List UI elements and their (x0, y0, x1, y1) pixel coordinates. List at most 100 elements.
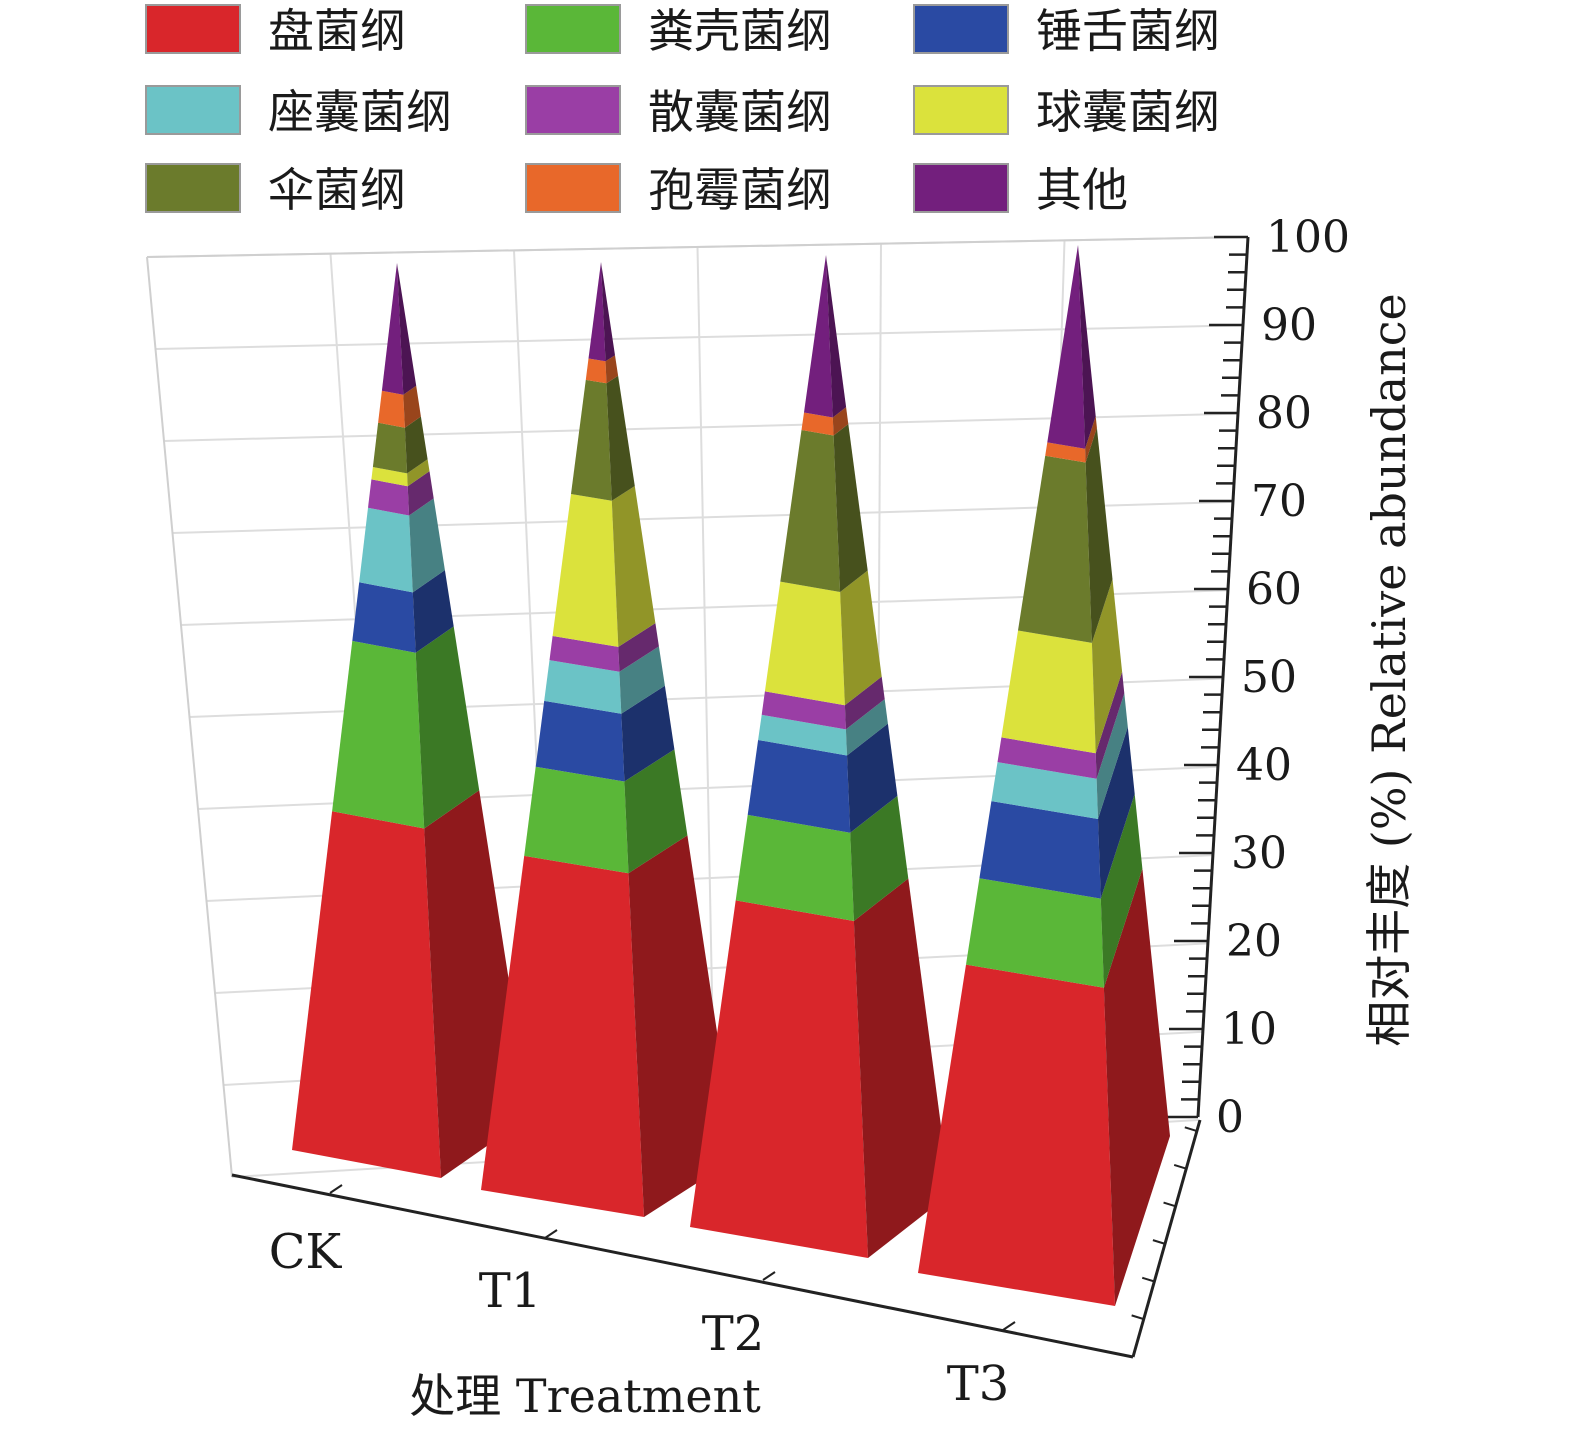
y-tick-label: 70 (1251, 476, 1307, 527)
pyramid-side-T2-5 (840, 570, 882, 706)
pyramid-side-T1-7 (605, 355, 619, 384)
pyramid-front-T1-5 (552, 494, 619, 647)
y-tick-label: 30 (1231, 828, 1287, 879)
pyramid-side-T2-7 (832, 407, 849, 436)
legend-swatch (525, 85, 621, 135)
pyramid-front-T1-4 (549, 636, 620, 672)
pyramid-front-T2-4 (761, 691, 846, 730)
depth-tick (1163, 1201, 1177, 1208)
pyramid-side-T3-3 (1096, 693, 1128, 819)
pyramid-side-T3-1 (1100, 793, 1143, 988)
legend-swatch (145, 85, 241, 135)
pyramid-side-T1-1 (624, 749, 688, 874)
pyramid-front-T2-3 (758, 714, 847, 756)
wall-top-edge (146, 236, 1249, 258)
pyramid-front-T1-1 (524, 766, 629, 874)
depth-tick (1131, 1314, 1145, 1321)
pyramid-front-T2-5 (764, 581, 845, 706)
legend-swatch (145, 163, 241, 213)
pyramid-front-T3-4 (997, 737, 1097, 779)
pyramid-front-T2-2 (747, 740, 851, 833)
depth-tick (1173, 1163, 1188, 1170)
x-axis-title: 处理 Treatment (409, 1369, 761, 1423)
depth-axis-line (1131, 1119, 1202, 1358)
depth-tick (1184, 1126, 1199, 1133)
depth-tick (1152, 1239, 1167, 1246)
pyramid-side-CK-3 (409, 498, 445, 593)
legend-label: 孢霉菌纲 (648, 163, 832, 217)
pyramid-side-T3-8 (1078, 245, 1096, 449)
pyramid-front-T2-7 (801, 412, 834, 436)
depth-tick (1141, 1276, 1156, 1283)
y-tick-label: 90 (1261, 300, 1317, 351)
legend-label: 座囊菌纲 (268, 85, 452, 139)
legend-swatch (913, 85, 1009, 135)
pyramid-front-CK-1 (332, 640, 425, 829)
y-tick-label: 60 (1246, 564, 1302, 615)
pyramid-side-T3-4 (1095, 671, 1125, 779)
x-category-label: T2 (702, 1306, 765, 1362)
pyramid-side-T3-0 (1103, 868, 1170, 1306)
x-category-label: CK (269, 1224, 343, 1280)
pyramid-front-T3-7 (1045, 442, 1086, 463)
legend-label: 其他 (1036, 163, 1128, 217)
y-tick-label: 80 (1256, 388, 1312, 439)
pyramid-front-T2-1 (735, 814, 854, 921)
pyramid-side-T1-3 (619, 646, 665, 714)
x-tick (329, 1184, 343, 1194)
y-tick-label: 0 (1216, 1092, 1244, 1143)
y-axis-title: 相对丰度 (%) Relative abundance (1362, 293, 1416, 1046)
legend-swatch (525, 163, 621, 213)
pyramid-front-T3-8 (1047, 245, 1086, 449)
pyramid-front-T1-0 (481, 855, 644, 1217)
pyramid-front-T3-5 (1001, 630, 1096, 754)
pyramid-side-T3-6 (1085, 427, 1113, 643)
pyramid-side-CK-6 (404, 416, 428, 474)
pyramid-side-T2-3 (845, 699, 888, 756)
legend-label: 粪壳菌纲 (648, 4, 832, 58)
pyramid-front-T1-7 (585, 358, 607, 384)
pyramid-front-T3-1 (966, 878, 1104, 988)
pyramid-side-T3-5 (1091, 579, 1123, 754)
pyramid-side-T1-6 (606, 375, 635, 501)
x-category-label: T3 (947, 1356, 1010, 1412)
pyramid-front-T2-0 (690, 900, 868, 1258)
pyramid-side-CK-4 (407, 471, 434, 516)
legend-label: 盘菌纲 (268, 4, 406, 58)
pyramid-side-T2-8 (826, 255, 847, 418)
pyramid-front-T2-8 (804, 255, 833, 418)
pyramid-front-CK-3 (359, 507, 413, 593)
pyramid-side-T1-4 (618, 623, 659, 672)
pyramid-side-T1-5 (611, 486, 656, 647)
x-tick (544, 1229, 558, 1239)
pyramid-side-T2-1 (850, 795, 909, 921)
pyramid-side-T3-7 (1085, 416, 1097, 463)
y-tick-label: 50 (1241, 652, 1297, 703)
pyramid-side-CK-7 (403, 385, 421, 428)
pyramid-front-CK-5 (371, 467, 408, 487)
x-axis-line (231, 1173, 1134, 1359)
legend-label: 伞菌纲 (268, 163, 406, 217)
pyramid-front-T3-3 (991, 762, 1098, 819)
pyramid-front-T3-0 (918, 964, 1115, 1306)
legend-swatch (913, 163, 1009, 213)
pyramid-front-T3-6 (1018, 455, 1092, 643)
wall-left-edge (146, 256, 233, 1178)
x-tick (762, 1271, 776, 1281)
legend-label: 球囊菌纲 (1036, 85, 1220, 139)
pyramid-front-CK-6 (372, 422, 408, 474)
pyramid-front-CK-8 (381, 263, 404, 395)
pyramid-side-T2-4 (844, 676, 885, 730)
pyramid-side-T3-2 (1098, 727, 1135, 899)
bars-layer (292, 245, 1170, 1306)
legend-label: 锤舌菌纲 (1036, 4, 1220, 58)
pyramid-front-CK-4 (368, 479, 410, 516)
pyramid-front-T2-6 (780, 430, 841, 592)
pyramid-side-CK-5 (407, 459, 430, 487)
legend-swatch (525, 4, 621, 54)
axis-layer: 0 10 20 30 40 50 60 70 80 90 100 CK T1 T2 T3 (231, 212, 1350, 1412)
legend-swatch (145, 4, 241, 54)
